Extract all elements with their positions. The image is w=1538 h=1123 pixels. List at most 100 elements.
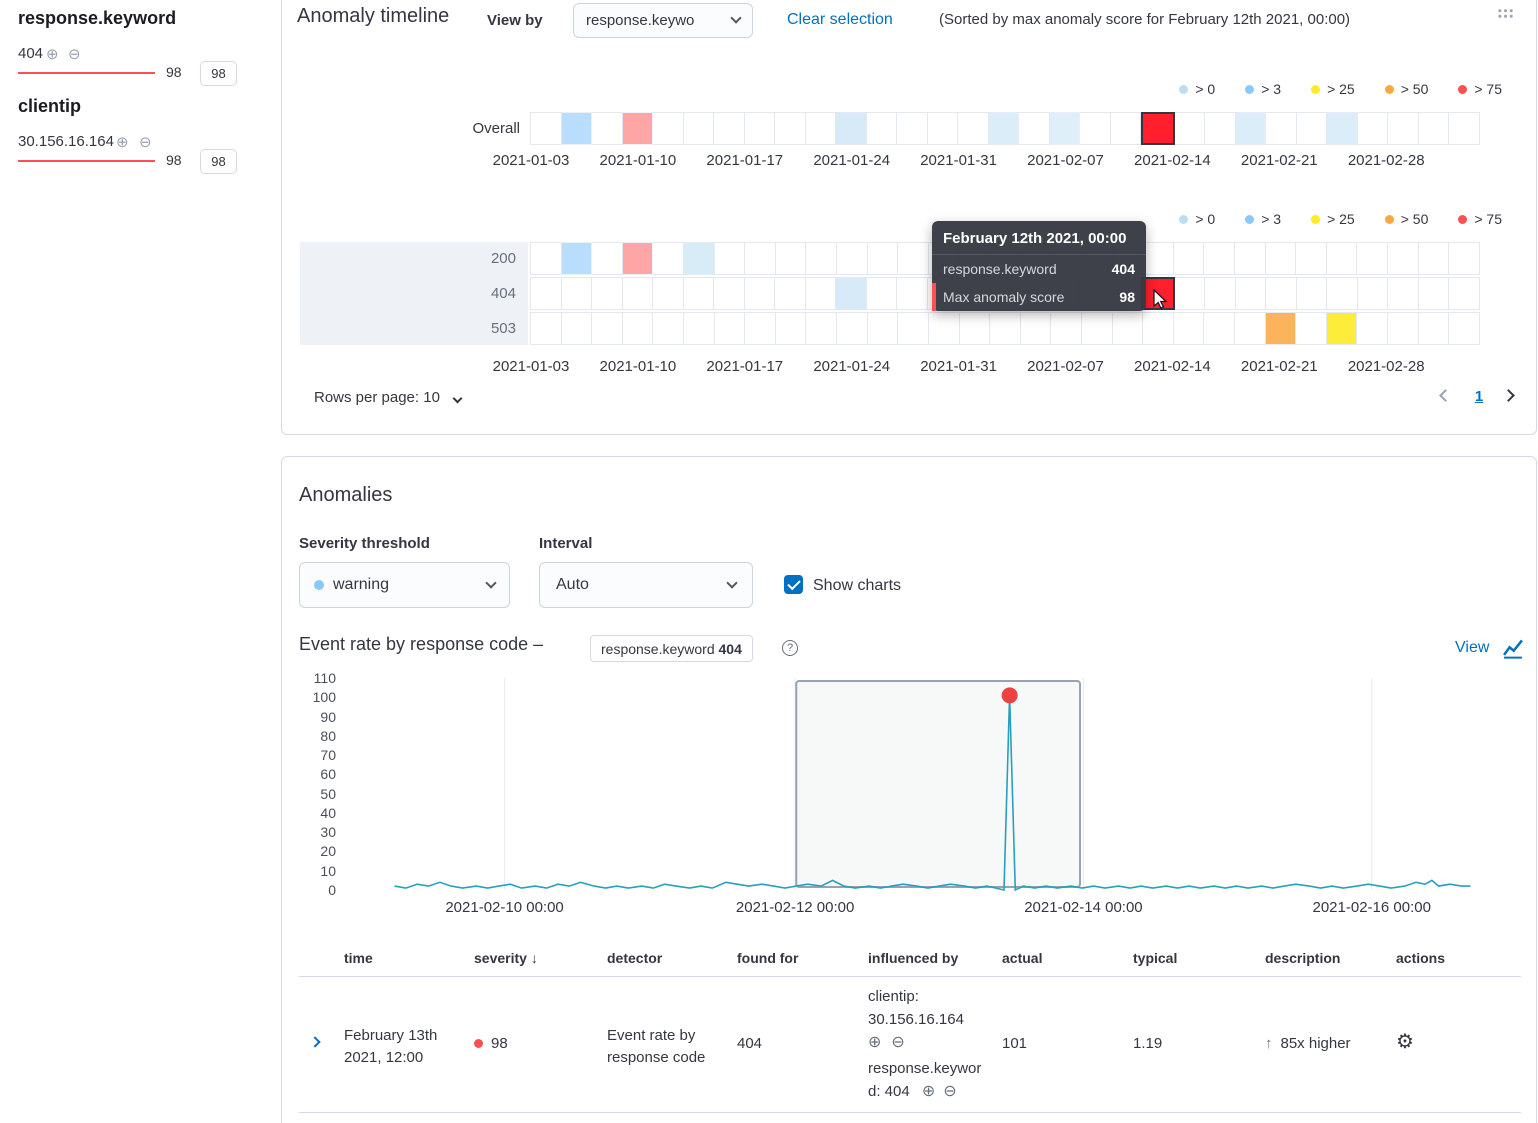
swimlane-cell[interactable] <box>1266 277 1297 310</box>
swimlane-cell[interactable] <box>1418 112 1450 145</box>
swimlane-cell[interactable] <box>898 312 929 345</box>
swimlane-cell[interactable] <box>1235 112 1267 145</box>
header-time[interactable]: time <box>344 950 373 966</box>
swimlane-cell[interactable] <box>1357 112 1389 145</box>
swimlane-cell[interactable] <box>1296 277 1328 310</box>
swimlane-cell[interactable] <box>1296 312 1327 345</box>
view-link[interactable]: View <box>1455 639 1490 656</box>
swimlane-cell[interactable] <box>1173 312 1205 345</box>
header-severity[interactable]: severity ↓ <box>474 950 538 966</box>
swimlane-cell[interactable] <box>1051 312 1082 345</box>
swimlane-cell[interactable] <box>1265 312 1297 345</box>
swimlane-cell[interactable] <box>683 112 715 145</box>
chart-line-icon[interactable] <box>1502 637 1524 659</box>
swimlane-cell[interactable] <box>990 312 1021 345</box>
swimlane-cell[interactable] <box>1266 112 1297 145</box>
swimlane-cell[interactable] <box>1081 312 1113 345</box>
swimlane-cell[interactable] <box>1296 242 1327 275</box>
help-icon[interactable]: ? <box>782 640 798 656</box>
swimlane-cell[interactable] <box>898 242 929 275</box>
swimlane-cell[interactable] <box>1449 277 1480 310</box>
swimlane-cell[interactable] <box>622 277 654 310</box>
swimlane-cell[interactable] <box>561 112 593 145</box>
swimlane-cell[interactable] <box>1296 112 1328 145</box>
plus-in-circle-icon[interactable]: ⊕ <box>46 46 59 63</box>
swimlane-cell[interactable] <box>745 242 776 275</box>
swimlane-cell[interactable] <box>1204 242 1236 275</box>
minus-in-circle-icon[interactable]: ⊖ <box>943 1083 957 1100</box>
swimlane-cell[interactable] <box>775 312 807 345</box>
swimlane-cell[interactable] <box>653 277 684 310</box>
swimlane-cell[interactable] <box>958 112 989 145</box>
interval-select[interactable]: Auto <box>539 562 753 608</box>
swimlane-cell[interactable] <box>927 112 959 145</box>
minus-in-circle-icon[interactable]: ⊖ <box>139 134 152 151</box>
swimlane-cell[interactable] <box>592 242 623 275</box>
anomaly-marker[interactable] <box>1001 687 1018 704</box>
panel-options-icon[interactable] <box>1497 8 1514 19</box>
swimlane-cell[interactable] <box>684 242 715 275</box>
swimlane-cell[interactable] <box>1235 277 1267 310</box>
show-charts-checkbox[interactable] <box>784 575 803 594</box>
swimlane-cell[interactable] <box>1204 312 1236 345</box>
swimlane-cell[interactable] <box>1049 112 1081 145</box>
swimlane-cell[interactable] <box>775 112 806 145</box>
swimlane-cell[interactable] <box>1019 112 1050 145</box>
plus-in-circle-icon[interactable]: ⊕ <box>921 1083 936 1100</box>
swimlane-cell[interactable] <box>714 277 745 310</box>
rows-per-page-control[interactable]: Rows per page: 10 <box>314 389 463 406</box>
swimlane-cell[interactable] <box>988 112 1020 145</box>
swimlane-cell[interactable] <box>806 242 838 275</box>
swimlane-cell[interactable] <box>805 277 837 310</box>
time-selection-brush[interactable] <box>795 680 1082 888</box>
swimlane-cell[interactable] <box>1110 112 1142 145</box>
swimlane-cell[interactable] <box>1174 277 1206 310</box>
swimlane-cell[interactable] <box>530 242 562 275</box>
swimlane-cell[interactable] <box>959 312 991 345</box>
header-found-for[interactable]: found for <box>737 950 799 966</box>
swimlane-cell[interactable] <box>1388 277 1419 310</box>
swimlane-cell[interactable] <box>1418 242 1450 275</box>
header-detector[interactable]: detector <box>607 950 663 966</box>
swimlane-cell[interactable] <box>836 277 867 310</box>
swimlane-cell[interactable] <box>561 277 593 310</box>
swimlane-cell[interactable] <box>530 277 562 310</box>
swimlane-cell[interactable] <box>1080 112 1111 145</box>
swimlane-cell[interactable] <box>561 242 593 275</box>
swimlane-cell[interactable] <box>592 312 623 345</box>
minus-in-circle-icon[interactable]: ⊖ <box>68 46 81 63</box>
swimlane-cell[interactable] <box>897 112 928 145</box>
swimlane-cell[interactable] <box>806 312 838 345</box>
swimlane-cell[interactable] <box>653 112 684 145</box>
swimlane-cell[interactable] <box>1418 277 1450 310</box>
swimlane-cell[interactable] <box>530 312 562 345</box>
swimlane-cell[interactable] <box>1449 242 1480 275</box>
swimlane-cell[interactable] <box>897 277 928 310</box>
swimlane-cell[interactable] <box>1357 242 1389 275</box>
clear-selection-link[interactable]: Clear selection <box>787 11 893 28</box>
swimlane-cell[interactable] <box>1205 112 1236 145</box>
swimlane-cell[interactable] <box>622 312 654 345</box>
swimlane-cell[interactable] <box>1357 312 1389 345</box>
swimlane-cell[interactable] <box>1235 242 1266 275</box>
swimlane-cell[interactable] <box>1388 312 1419 345</box>
swimlane-cell[interactable] <box>867 312 899 345</box>
swimlane-cell[interactable] <box>837 312 868 345</box>
swimlane-cell[interactable] <box>1143 312 1174 345</box>
swimlane-cell[interactable] <box>1326 242 1358 275</box>
swimlane-cell[interactable] <box>1449 312 1480 345</box>
swimlane-cell[interactable] <box>653 242 685 275</box>
minus-in-circle-icon[interactable]: ⊖ <box>891 1034 905 1051</box>
swimlane-cell[interactable] <box>1326 312 1358 345</box>
swimlane-cell[interactable] <box>1141 112 1175 145</box>
swimlane-cell[interactable] <box>683 277 715 310</box>
swimlane-cell[interactable] <box>714 242 746 275</box>
gear-icon[interactable]: ⚙ <box>1396 1031 1414 1053</box>
view-by-select[interactable]: response.keywo <box>573 3 753 38</box>
swimlane-cell[interactable] <box>1173 242 1205 275</box>
swimlane-cell[interactable] <box>745 312 776 345</box>
swimlane-cell[interactable] <box>714 312 746 345</box>
swimlane-cell[interactable] <box>837 242 868 275</box>
swimlane-cell[interactable] <box>1418 312 1450 345</box>
swimlane-cell[interactable] <box>775 277 806 310</box>
